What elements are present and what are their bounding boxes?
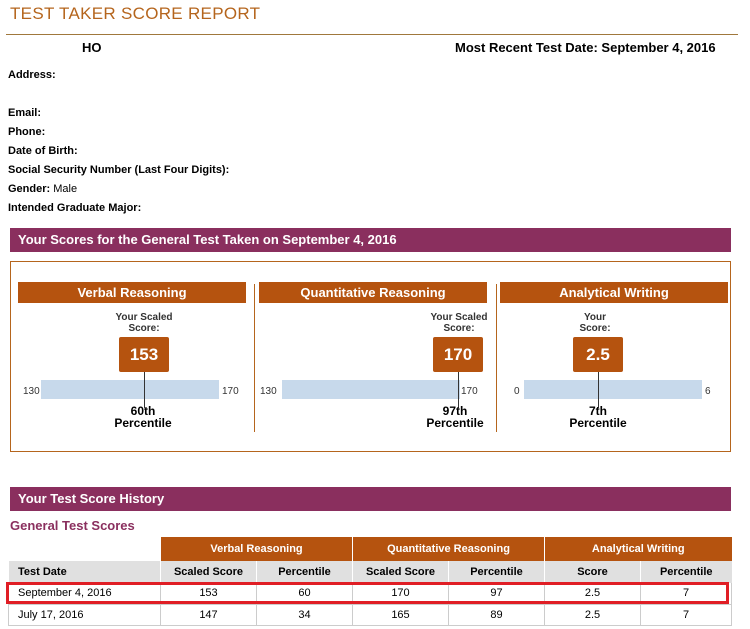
phone-label: Phone: <box>8 126 46 138</box>
table-cell: 153 <box>160 583 257 605</box>
table-cell: 34 <box>256 604 353 626</box>
table-row: September 4, 2016 153 60 170 97 2.5 7 <box>8 583 732 605</box>
percentile: 97th Percentile <box>426 404 484 430</box>
score-scale-bar <box>282 380 460 399</box>
column-header: Scaled Score <box>352 561 449 583</box>
title-divider <box>6 34 738 35</box>
panel-title: Analytical Writing <box>500 282 728 303</box>
ssn-row: Social Security Number (Last Four Digits… <box>8 164 229 176</box>
address-row: Address: <box>8 69 56 81</box>
table-cell: 7 <box>640 583 732 605</box>
scale-min: 130 <box>23 386 40 397</box>
history-section-header: Your Test Score History <box>10 487 731 511</box>
panel-divider <box>254 284 255 432</box>
table-column-header: Test Date Scaled Score Percentile Scaled… <box>8 561 732 583</box>
table-row: July 17, 2016 147 34 165 89 2.5 7 <box>8 604 732 626</box>
panel-title: Verbal Reasoning <box>18 282 246 303</box>
table-cell: 147 <box>160 604 257 626</box>
group-header: Quantitative Reasoning <box>352 537 545 561</box>
score-marker <box>598 372 599 408</box>
scale-max: 6 <box>705 386 711 397</box>
ssn-label: Social Security Number (Last Four Digits… <box>8 164 230 176</box>
address-label: Address: <box>8 69 56 81</box>
score-box: 153 <box>119 337 169 372</box>
panel-divider <box>496 284 497 432</box>
group-header: Analytical Writing <box>544 537 732 561</box>
phone-row: Phone: <box>8 126 45 138</box>
dob-row: Date of Birth: <box>8 145 78 157</box>
panel-title: Quantitative Reasoning <box>259 282 487 303</box>
table-cell: 170 <box>352 583 449 605</box>
verbal-panel: Verbal Reasoning Your Scaled Score: 130 1… <box>18 282 246 442</box>
writing-panel: Analytical Writing Your Score: 0 6 2.5 7t… <box>500 282 728 442</box>
column-header: Percentile <box>640 561 732 583</box>
general-test-scores-title: General Test Scores <box>10 518 135 533</box>
report-title: TEST TAKER SCORE REPORT <box>10 4 261 23</box>
scores-box: Verbal Reasoning Your Scaled Score: 130 1… <box>10 261 731 452</box>
scale-min: 130 <box>260 386 277 397</box>
percentile: 7th Percentile <box>569 404 627 430</box>
table-cell: 165 <box>352 604 449 626</box>
score-label: Your Score: <box>579 312 611 334</box>
quant-panel: Quantitative Reasoning Your Scaled Score:… <box>259 282 488 442</box>
column-header: Percentile <box>448 561 545 583</box>
group-header: Verbal Reasoning <box>160 537 353 561</box>
table-cell: 60 <box>256 583 353 605</box>
gender-label: Gender: <box>8 183 51 195</box>
score-label: Your Scaled Score: <box>115 312 173 334</box>
score-marker <box>458 372 459 408</box>
email-label: Email: <box>8 107 42 119</box>
gender-value: Male <box>53 183 78 195</box>
scale-max: 170 <box>461 386 478 397</box>
table-cell: 2.5 <box>544 583 641 605</box>
dob-label: Date of Birth: <box>8 145 78 157</box>
column-header: Test Date <box>8 561 161 583</box>
score-label: Your Scaled Score: <box>430 312 488 334</box>
table-cell: 97 <box>448 583 545 605</box>
scale-min: 0 <box>514 386 520 397</box>
recent-date-label: Most Recent Test Date: <box>455 40 598 55</box>
table-group-header: Verbal Reasoning Quantitative Reasoning … <box>8 537 732 561</box>
score-box: 2.5 <box>573 337 623 372</box>
table-cell: 89 <box>448 604 545 626</box>
table-cell: 7 <box>640 604 732 626</box>
table-cell: 2.5 <box>544 604 641 626</box>
major-label: Intended Graduate Major: <box>8 202 142 214</box>
score-history-table: Verbal Reasoning Quantitative Reasoning … <box>8 537 732 626</box>
most-recent-test-date: Most Recent Test Date: September 4, 2016 <box>455 40 716 55</box>
candidate-name: HO <box>82 40 102 55</box>
percentile: 60th Percentile <box>114 404 172 430</box>
scores-section-header: Your Scores for the General Test Taken o… <box>10 228 731 252</box>
table-cell: July 17, 2016 <box>8 604 161 626</box>
email-row: Email: <box>8 107 41 119</box>
major-row: Intended Graduate Major: <box>8 202 141 214</box>
column-header: Score <box>544 561 641 583</box>
score-scale-bar <box>524 380 702 399</box>
table-cell: September 4, 2016 <box>8 583 161 605</box>
gender-row: Gender: Male <box>8 183 77 195</box>
score-marker <box>144 372 145 408</box>
column-header: Scaled Score <box>160 561 257 583</box>
score-scale-bar <box>41 380 219 399</box>
scale-max: 170 <box>222 386 239 397</box>
recent-date-value: September 4, 2016 <box>601 40 716 55</box>
score-box: 170 <box>433 337 483 372</box>
column-header: Percentile <box>256 561 353 583</box>
